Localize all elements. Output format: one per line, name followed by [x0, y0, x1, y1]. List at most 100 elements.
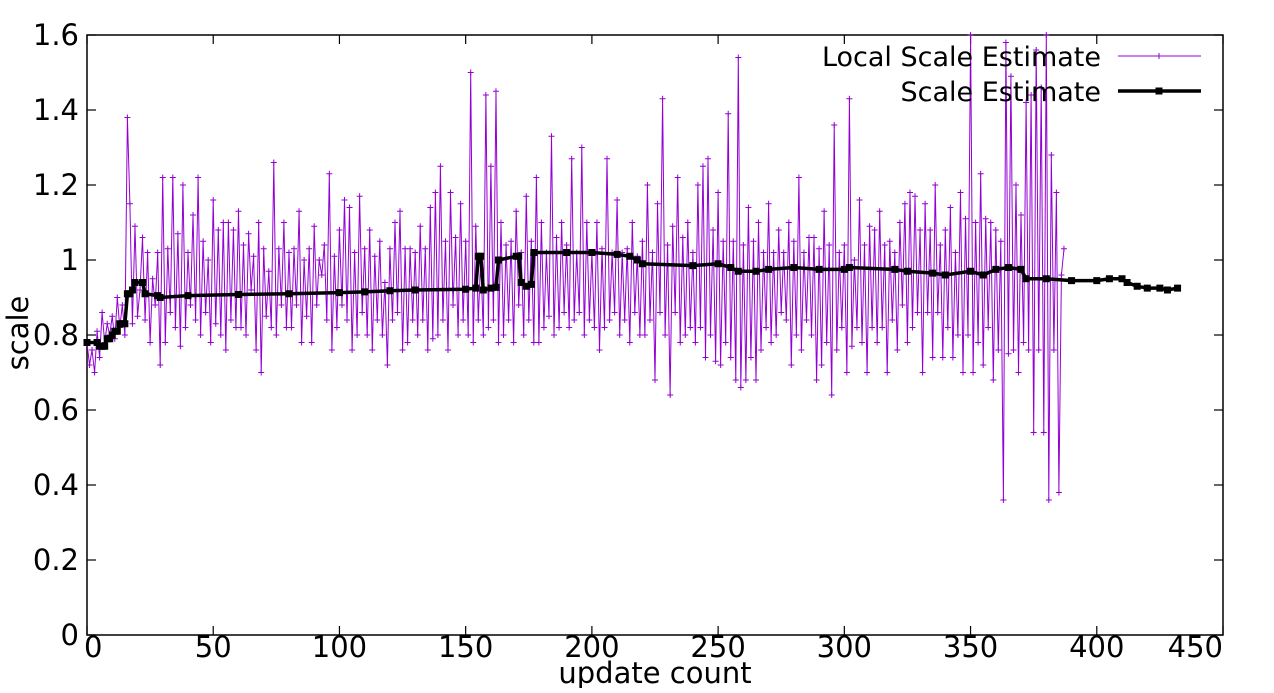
data-point-local — [515, 302, 522, 308]
data-point-local — [283, 324, 290, 331]
data-point-local — [795, 174, 802, 181]
plot-frame — [86, 34, 1224, 636]
data-point-local — [280, 219, 287, 226]
y-tick-label: 0.4 — [33, 468, 79, 502]
data-point-local — [735, 54, 742, 61]
data-point-local — [551, 332, 558, 338]
data-point-scale — [494, 256, 502, 264]
data-point-local — [856, 197, 863, 203]
data-point-local — [922, 200, 929, 207]
data-point-local — [874, 339, 881, 346]
data-point-scale — [141, 290, 149, 298]
data-point-local — [318, 272, 325, 278]
data-point-local — [848, 343, 855, 350]
data-point-local — [1010, 347, 1017, 353]
data-point-local — [444, 347, 451, 353]
data-point-local — [96, 354, 103, 361]
data-point-local — [414, 332, 421, 338]
data-point-local — [828, 392, 835, 398]
data-point-local — [326, 170, 333, 177]
data-point-local — [275, 245, 282, 252]
x-tick-label: 150 — [438, 630, 493, 664]
data-point-local — [669, 223, 676, 230]
data-point-local — [816, 245, 823, 252]
data-point-local — [354, 332, 361, 338]
data-point-local — [813, 377, 820, 383]
data-point-local — [142, 317, 149, 323]
data-point-local — [869, 324, 876, 331]
data-point-scale — [530, 249, 538, 256]
data-point-local — [957, 189, 964, 196]
data-point-local — [906, 189, 913, 196]
data-point-local — [344, 317, 351, 323]
data-point-local — [485, 324, 492, 331]
data-point-local — [452, 234, 459, 241]
data-point-local — [432, 189, 439, 196]
data-point-scale — [106, 335, 114, 343]
data-point-scale — [1118, 275, 1126, 283]
series-scale-estimate — [83, 249, 1182, 350]
data-point-local — [919, 369, 926, 376]
data-point-local — [220, 219, 227, 226]
data-point-local — [871, 227, 878, 233]
data-point-local — [990, 377, 997, 383]
data-point-local — [722, 339, 729, 346]
data-point-local — [942, 227, 949, 233]
data-point-local — [217, 332, 224, 338]
data-point-scale — [1093, 277, 1101, 285]
data-point-local — [684, 219, 691, 226]
data-point-local — [788, 362, 795, 368]
data-point-local — [662, 332, 669, 338]
data-point-local — [402, 245, 409, 252]
data-point-local — [260, 245, 267, 252]
data-point-local — [899, 302, 906, 308]
data-point-local — [654, 200, 661, 207]
data-point-local — [965, 332, 972, 338]
legend-marker-scale — [1155, 87, 1163, 95]
data-point-local — [1002, 39, 1009, 46]
legend-label-scale-estimate: Scale Estimate — [901, 77, 1101, 108]
data-point-local — [692, 339, 699, 346]
data-point-local — [167, 309, 174, 316]
data-point-local — [884, 369, 891, 376]
data-point-local — [455, 332, 462, 338]
data-point-local — [859, 339, 866, 346]
data-point-local — [303, 313, 310, 320]
data-point-local — [434, 332, 441, 338]
data-point-local — [439, 317, 446, 323]
data-point-local — [657, 309, 664, 316]
data-point-local — [510, 339, 517, 346]
data-point-local — [624, 245, 631, 252]
data-point-local — [495, 339, 502, 346]
data-point-local — [1038, 84, 1045, 91]
data-point-local — [747, 354, 754, 361]
data-point-local — [351, 249, 358, 256]
data-point-local — [447, 189, 454, 196]
x-tick-label: 250 — [690, 630, 745, 664]
data-point-scale — [752, 267, 760, 275]
data-point-local — [755, 219, 762, 226]
data-point-local — [417, 223, 424, 230]
data-point-local — [853, 324, 860, 331]
data-point-local — [1060, 245, 1067, 252]
data-point-local — [768, 339, 775, 346]
data-point-local — [843, 369, 850, 376]
legend: Local Scale Estimate Scale Estimate — [822, 42, 1201, 108]
data-point-local — [1050, 347, 1057, 353]
data-point-local — [336, 227, 343, 233]
data-point-local — [954, 332, 961, 338]
data-point-local — [533, 174, 540, 181]
data-point-local — [465, 332, 472, 338]
data-point-local — [866, 223, 873, 230]
data-point-local — [419, 317, 426, 323]
data-point-local — [901, 200, 908, 207]
x-tick-label: 100 — [312, 630, 367, 664]
data-point-local — [611, 309, 618, 316]
data-point-local — [409, 317, 416, 323]
data-point-local — [864, 369, 871, 376]
data-point-local — [558, 219, 565, 226]
data-point-local — [427, 204, 434, 211]
data-point-local — [397, 208, 404, 215]
data-point-local — [346, 204, 353, 211]
data-point-local — [712, 358, 719, 365]
